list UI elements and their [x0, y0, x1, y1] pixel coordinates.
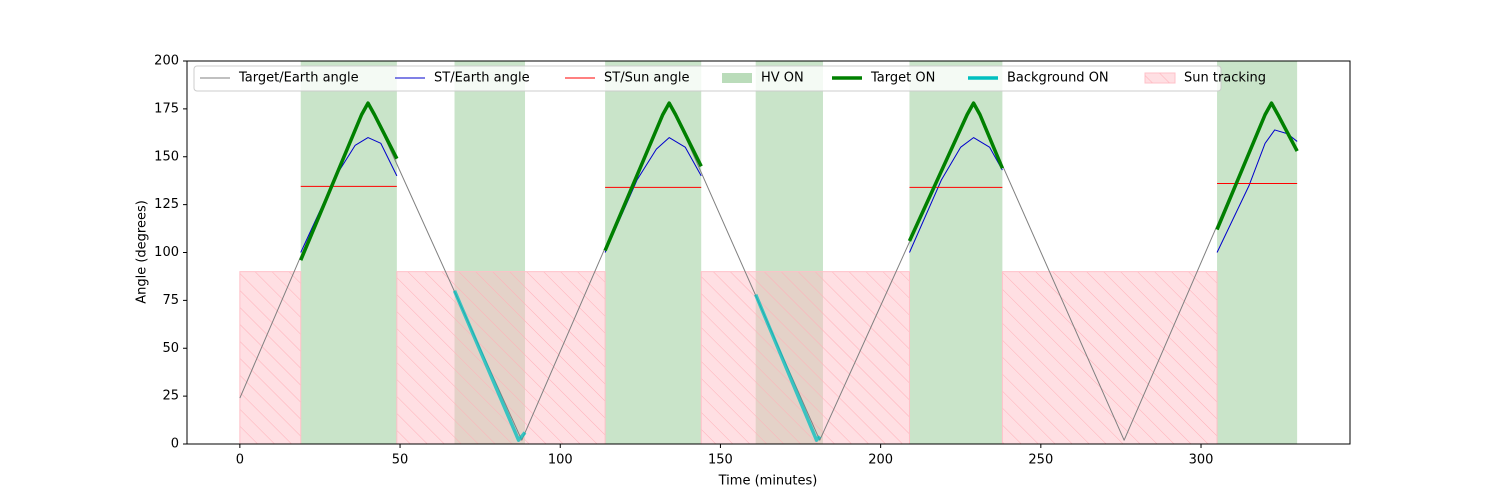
legend-handle: [722, 73, 752, 83]
x-tick-label: 0: [236, 453, 244, 468]
hv-on-span: [605, 61, 702, 444]
legend-label: ST/Earth angle: [434, 71, 530, 86]
y-tick-label: 0: [171, 437, 179, 452]
sun-tracking-hatch: [1001, 271, 1218, 445]
x-tick-label: 100: [548, 453, 573, 468]
hv-on-span: [1217, 61, 1298, 444]
legend-label: Target ON: [870, 71, 935, 86]
series-line: [299, 101, 1299, 261]
sun-tracking-hatch: [239, 271, 302, 445]
y-tick-label: 50: [162, 341, 179, 356]
hv-on-span: [300, 61, 397, 444]
legend-label: ST/Sun angle: [604, 71, 690, 86]
sun-tracking-hatch: [396, 271, 606, 445]
x-axis-label: Time (minutes): [718, 474, 818, 489]
legend-label: Background ON: [1007, 71, 1109, 86]
series-line: [300, 183, 1298, 188]
y-tick-label: 150: [154, 149, 179, 164]
y-tick-label: 75: [162, 293, 179, 308]
y-tick-label: 175: [154, 101, 179, 116]
legend-box: [193, 65, 1222, 92]
y-tick-label: 100: [154, 245, 179, 260]
legend-hatch: [1145, 73, 1175, 83]
legend-label: Sun tracking: [1184, 71, 1266, 86]
x-tick-label: 300: [1189, 453, 1214, 468]
sun-tracking-hatch: [700, 271, 910, 445]
x-tick-label: 250: [1028, 453, 1053, 468]
hv-on-span: [909, 61, 1003, 444]
series-line: [452, 290, 822, 442]
y-tick-label: 25: [162, 389, 179, 404]
y-axis-label: Angle (degrees): [135, 200, 150, 304]
y-tick-label: 200: [154, 54, 179, 69]
series-line: [300, 129, 1298, 253]
x-tick-label: 50: [392, 453, 409, 468]
x-tick-label: 200: [868, 453, 893, 468]
legend-label: Target/Earth angle: [238, 71, 359, 86]
y-tick-label: 125: [154, 197, 179, 212]
x-tick-label: 150: [708, 453, 733, 468]
legend-label: HV ON: [761, 71, 804, 86]
